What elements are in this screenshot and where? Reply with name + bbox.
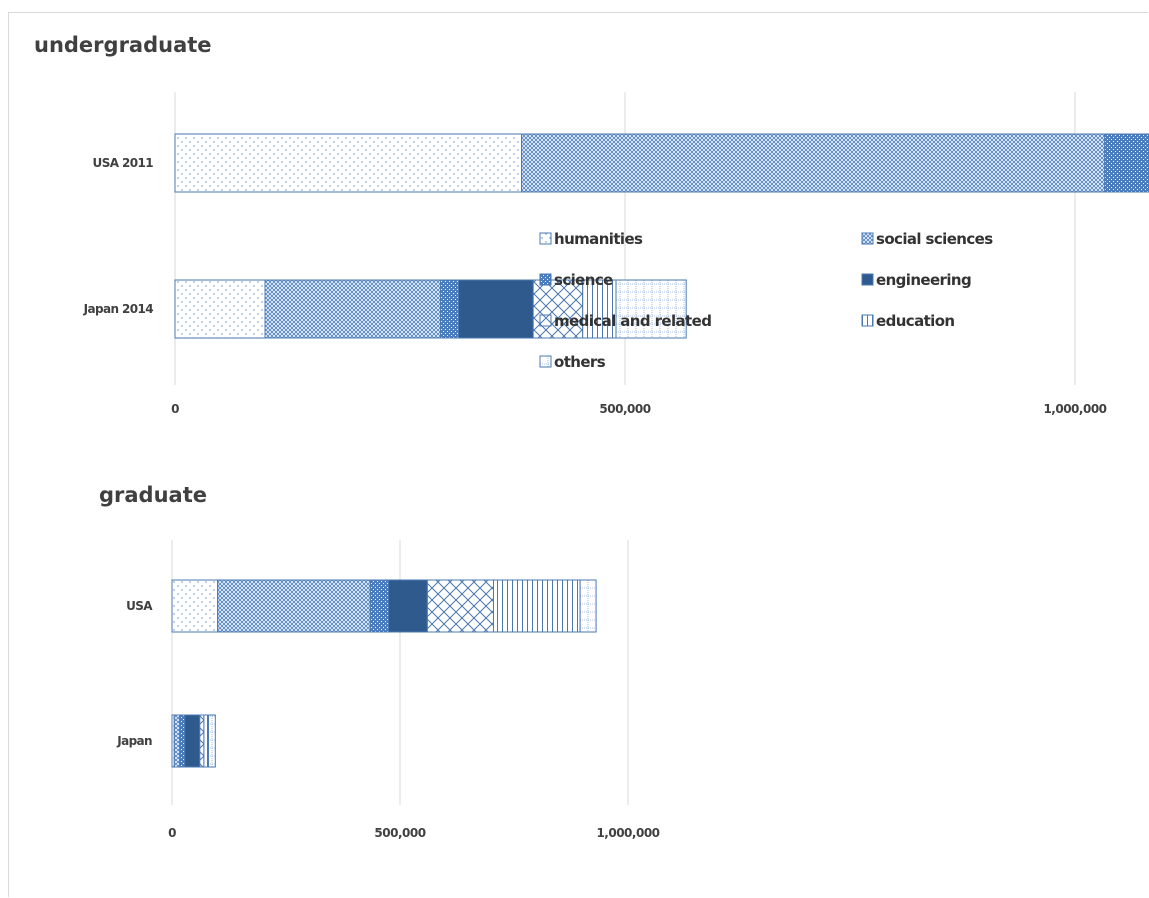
bar-segment-others — [579, 579, 597, 633]
bar-segment-social-sciences — [173, 714, 181, 768]
x-tick-label: 500,000 — [599, 402, 650, 416]
legend-swatch — [539, 314, 552, 327]
legend-swatch — [861, 232, 874, 245]
legend-label: others — [554, 353, 606, 371]
legend-item-humanities: humanities — [539, 230, 644, 248]
bar-segment-medical-and-related — [199, 714, 205, 768]
legend-item-others: others — [539, 353, 606, 371]
bar-segment-science — [179, 714, 186, 768]
bar-segment-social-sciences — [264, 279, 441, 339]
chart-frame — [8, 12, 1148, 897]
bar-segment-humanities — [174, 279, 266, 339]
bar-segment-science — [1104, 133, 1149, 193]
bar-segment-others — [615, 279, 687, 339]
legend-swatch — [539, 355, 552, 368]
legend-swatch — [861, 273, 874, 286]
legend-item-science: science — [539, 271, 614, 289]
legend-label: engineering — [876, 271, 971, 289]
legend-label: social sciences — [876, 230, 993, 248]
bar-segment-social-sciences — [217, 579, 371, 633]
legend-item-medical-and-related: medical and related — [539, 312, 712, 330]
bar-segment-medical-and-related — [426, 579, 494, 633]
legend-swatch — [861, 314, 874, 327]
legend-label: medical and related — [554, 312, 711, 330]
bar-segment-humanities — [174, 133, 522, 193]
bar-segment-education — [582, 279, 617, 339]
legend-item-engineering: engineering — [861, 271, 972, 289]
category-label: USA 2011 — [93, 156, 154, 170]
x-tick-label: 0 — [168, 826, 176, 840]
x-tick-label: 1,000,000 — [596, 826, 659, 840]
category-label: Japan — [116, 734, 152, 748]
x-tick-label: 1,000,000 — [1043, 402, 1106, 416]
legend-swatch — [539, 273, 552, 286]
undergraduate-chart: undergraduate USA 2011 Japan 2014 0 500,00… — [34, 33, 1149, 416]
x-tick-labels: 0 500,000 1,000,000 — [168, 826, 660, 840]
chart-title: graduate — [99, 483, 207, 507]
bar-segment-engineering — [388, 579, 428, 633]
x-tick-label: 500,000 — [374, 826, 425, 840]
category-label: Japan 2014 — [83, 302, 154, 316]
bar-segment-social-sciences — [521, 133, 1106, 193]
category-label: USA — [126, 599, 153, 613]
bars — [171, 579, 597, 768]
x-tick-label: 0 — [171, 402, 179, 416]
legend-label: science — [554, 271, 613, 289]
bar-segment-education — [492, 579, 581, 633]
category-labels: USA 2011 Japan 2014 — [83, 156, 154, 316]
legend-swatch — [539, 232, 552, 245]
graduate-chart: graduate USA Japan 0 500,000 1,000,000 — [99, 483, 660, 840]
bar-segment-engineering — [184, 714, 201, 768]
bar-segment-humanities — [171, 579, 219, 633]
bar-segment-science — [440, 279, 459, 339]
legend: humanities social sciences science engineer… — [539, 230, 994, 371]
legend-item-education: education — [861, 312, 955, 330]
bar-segment-science — [369, 579, 390, 633]
legend-item-social-sciences: social sciences — [861, 230, 994, 248]
bars — [174, 133, 1149, 339]
bar-segment-education — [203, 714, 209, 768]
bar-segment-engineering — [458, 279, 534, 339]
legend-label: education — [876, 312, 955, 330]
category-labels: USA Japan — [116, 599, 154, 748]
bar-segment-medical-and-related — [532, 279, 584, 339]
chart-title: undergraduate — [34, 33, 212, 57]
legend-label: humanities — [554, 230, 643, 248]
bar-segment-others — [207, 714, 216, 768]
